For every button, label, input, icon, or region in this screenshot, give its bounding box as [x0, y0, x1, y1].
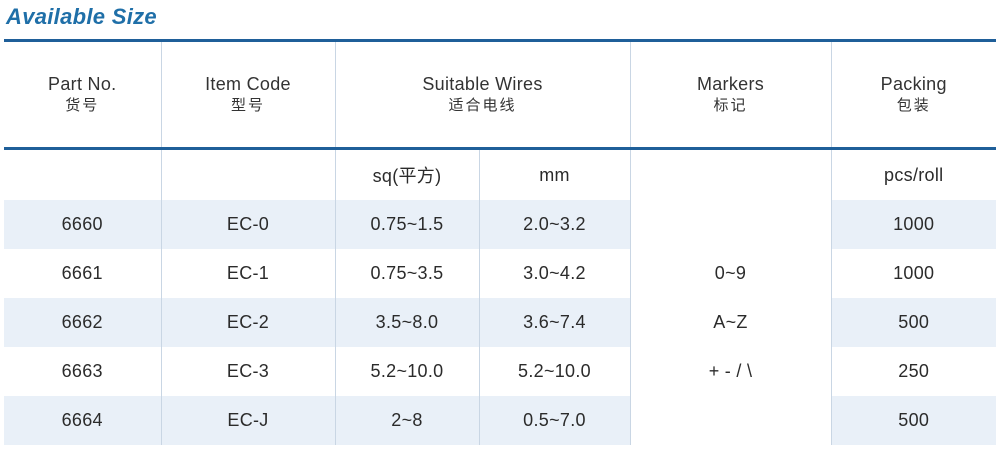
cell-sq: 2~8: [334, 396, 479, 445]
cell-mm: 3.6~7.4: [478, 298, 630, 347]
cell-item-code: EC-J: [160, 396, 335, 445]
cell-packing: 1000: [830, 200, 996, 249]
cell-sq: 5.2~10.0: [334, 347, 479, 396]
unit-code-empty: [160, 150, 335, 200]
table-row: 6664 EC-J 2~8 0.5~7.0 500: [4, 396, 996, 445]
unit-pcs: pcs/roll: [830, 150, 996, 200]
cell-packing: 250: [830, 347, 996, 396]
cell-packing: 500: [830, 298, 996, 347]
size-table: Part No. 货号 Item Code 型号 Suitable Wires …: [4, 42, 996, 445]
header-part-no-zh: 货号: [65, 96, 100, 114]
header-item-code-en: Item Code: [205, 73, 291, 94]
header-suitable-wires: Suitable Wires 适合电线: [334, 42, 630, 147]
unit-sq: sq(平方): [334, 150, 479, 200]
cell-item-code: EC-3: [160, 347, 335, 396]
marker-digits: 0~9: [714, 263, 747, 283]
cell-packing: 1000: [830, 249, 996, 298]
header-wires-zh: 适合电线: [448, 96, 517, 114]
cell-mm: 3.0~4.2: [478, 249, 630, 298]
cell-mm: 2.0~3.2: [478, 200, 630, 249]
marker-symbols: + - / \: [708, 361, 753, 381]
table-row: 6662 EC-2 3.5~8.0 3.6~7.4 500: [4, 298, 996, 347]
header-markers-zh: 标记: [713, 96, 748, 114]
table-header-row: Part No. 货号 Item Code 型号 Suitable Wires …: [4, 42, 996, 147]
cell-item-code: EC-2: [160, 298, 335, 347]
cell-sq: 0.75~1.5: [334, 200, 479, 249]
top-rule: [4, 39, 996, 42]
header-wires-en: Suitable Wires: [422, 73, 543, 94]
header-markers: Markers 标记: [629, 42, 831, 147]
header-markers-en: Markers: [696, 73, 765, 94]
header-rule: [4, 147, 996, 150]
cell-part-no: 6660: [4, 200, 161, 249]
marker-letters: A~Z: [713, 312, 748, 332]
cell-mm: 5.2~10.0: [478, 347, 630, 396]
cell-part-no: 6663: [4, 347, 161, 396]
markers-cell: 0~9 A~Z + - / \: [629, 200, 832, 445]
header-packing-en: Packing: [880, 73, 947, 94]
header-part-no-en: Part No.: [48, 73, 117, 94]
header-part-no: Part No. 货号: [4, 42, 161, 147]
cell-sq: 0.75~3.5: [334, 249, 479, 298]
cell-mm: 0.5~7.0: [478, 396, 630, 445]
unit-markers-empty: [629, 150, 831, 200]
header-item-code-zh: 型号: [230, 96, 265, 114]
cell-sq: 3.5~8.0: [334, 298, 479, 347]
cell-part-no: 6662: [4, 298, 161, 347]
cell-part-no: 6661: [4, 249, 161, 298]
unit-part-empty: [4, 150, 161, 200]
cell-item-code: EC-1: [160, 249, 335, 298]
header-packing-zh: 包装: [896, 96, 931, 114]
table-row: 6663 EC-3 5.2~10.0 5.2~10.0 250: [4, 347, 996, 396]
unit-mm: mm: [478, 150, 630, 200]
table-row: 6660 EC-0 0.75~1.5 2.0~3.2 0~9 A~Z + - /…: [4, 200, 996, 445]
unit-row: sq(平方) mm pcs/roll: [4, 150, 996, 200]
table-row: 6661 EC-1 0.75~3.5 3.0~4.2 1000: [4, 249, 996, 298]
header-packing: Packing 包装: [830, 42, 996, 147]
cell-item-code: EC-0: [160, 200, 335, 249]
section-title: Available Size: [6, 4, 157, 29]
cell-part-no: 6664: [4, 396, 161, 445]
header-item-code: Item Code 型号: [160, 42, 335, 147]
cell-packing: 500: [830, 396, 996, 445]
